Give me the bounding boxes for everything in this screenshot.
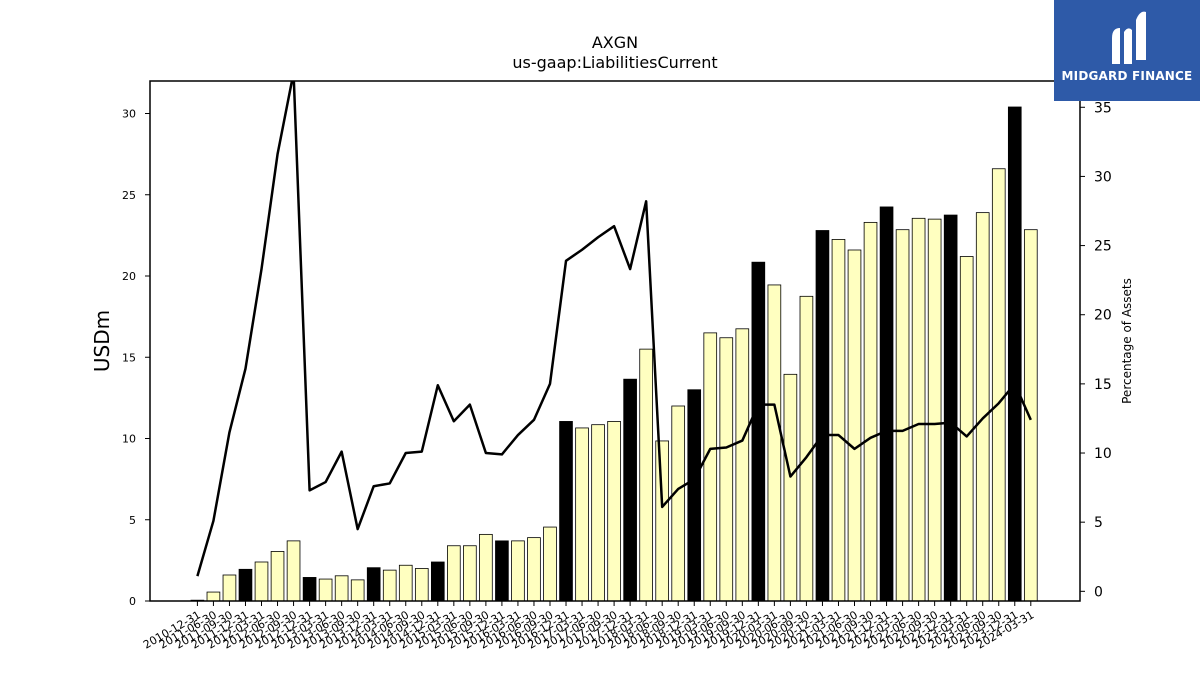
- bar-2012-06-30: [270, 551, 285, 602]
- bar-2023-06-30: [975, 212, 990, 602]
- y-tick-label: 15: [122, 351, 136, 364]
- bar-2016-12-31: [559, 421, 573, 602]
- bar-2020-06-30: [783, 373, 798, 602]
- right-axis: 0 5 10 15 20 25 30 35: [1080, 100, 1112, 600]
- bar-2014-03-31: [382, 569, 397, 602]
- bar-2024-03-31: [1023, 229, 1038, 602]
- bar-2013-09-30: [350, 579, 365, 602]
- bar-2019-12-31: [751, 261, 766, 602]
- y-axis-label: USDm: [90, 310, 114, 372]
- bar-2021-09-30: [863, 221, 878, 602]
- bar-2016-06-30: [527, 537, 541, 602]
- bar-2019-09-30: [735, 328, 750, 602]
- y-right-tick-label: 0: [1094, 584, 1103, 600]
- bar-2013-06-30: [334, 575, 349, 602]
- bar-2017-03-31: [575, 427, 589, 602]
- bar-2012-12-31: [302, 577, 317, 602]
- bar-2012-09-30: [286, 540, 301, 602]
- bar-2021-03-31: [831, 239, 846, 602]
- y-right-tick-label: 35: [1094, 100, 1112, 116]
- y-right-tick-label: 5: [1094, 515, 1103, 531]
- bar-2016-03-31: [511, 540, 525, 602]
- bar-2015-06-30: [463, 545, 477, 602]
- y-right-tick-label: 15: [1094, 377, 1112, 393]
- y-tick-label: 25: [122, 189, 136, 202]
- bar-2014-09-30: [414, 568, 429, 602]
- bar-2020-12-31: [815, 230, 830, 602]
- chart-title: AXGN: [592, 33, 638, 52]
- bar-2020-03-31: [767, 284, 782, 602]
- bar-2018-09-30: [671, 405, 686, 602]
- chart-subtitle: us-gaap:LiabilitiesCurrent: [512, 53, 717, 72]
- bar-2017-06-30: [591, 424, 605, 602]
- bar-2011-06-30: [206, 591, 221, 602]
- bars-layer: [190, 106, 1038, 602]
- bar-2022-12-31: [943, 214, 958, 602]
- percentage-of-assets-line: [196, 81, 1032, 577]
- y-axis-right-label: Percentage of Assets: [1120, 278, 1134, 404]
- bar-2021-06-30: [847, 249, 862, 602]
- y-right-tick-label: 25: [1094, 239, 1112, 255]
- bar-2021-12-31: [879, 206, 894, 602]
- bar-2016-09-30: [543, 526, 557, 602]
- y-right-tick-label: 30: [1094, 169, 1112, 185]
- bar-2019-03-31: [703, 332, 718, 602]
- bar-2013-12-31: [366, 567, 381, 602]
- bar-2011-09-30: [222, 574, 237, 602]
- y-tick-label: 5: [129, 514, 136, 527]
- bar-2014-12-31: [430, 561, 445, 602]
- line-layer: [196, 81, 1032, 577]
- bar-2022-06-30: [911, 217, 926, 602]
- bar-2017-09-30: [607, 421, 621, 602]
- bar-2018-06-30: [655, 440, 669, 602]
- bar-2013-03-31: [318, 578, 333, 602]
- y-tick-label: 30: [122, 108, 136, 121]
- bar-2018-12-31: [687, 389, 702, 602]
- y-tick-label: 0: [129, 595, 136, 608]
- bar-2022-03-31: [895, 229, 910, 602]
- bar-2022-09-30: [927, 218, 942, 602]
- brand-mark-icon: [1112, 11, 1146, 64]
- bar-2011-12-31: [238, 568, 253, 602]
- bar-2019-06-30: [719, 337, 734, 602]
- bar-2023-03-31: [959, 256, 974, 602]
- bar-2014-06-30: [398, 564, 413, 602]
- bar-2015-09-30: [479, 533, 493, 602]
- bar-2017-12-31: [623, 378, 637, 602]
- bar-2015-12-31: [495, 540, 509, 602]
- bar-2020-09-30: [799, 295, 814, 602]
- brand-logo: MIDGARD FINANCE: [1054, 0, 1200, 101]
- x-axis: 2010-12-312011-06-302011-09-302011-12-31…: [141, 601, 1036, 652]
- brand-name: MIDGARD FINANCE: [1061, 69, 1193, 83]
- bar-2023-12-31: [1007, 106, 1022, 602]
- y-right-tick-label: 20: [1094, 308, 1112, 324]
- y-right-tick-label: 10: [1094, 446, 1112, 462]
- bar-2012-03-31: [254, 561, 269, 602]
- bar-2015-03-31: [447, 545, 461, 602]
- bar-2018-03-31: [639, 348, 653, 602]
- y-tick-label: 20: [122, 270, 136, 283]
- plot-frame: [149, 80, 1081, 602]
- bar-2023-09-30: [991, 168, 1006, 602]
- left-axis: 0 5 10 15 20 25 30: [122, 108, 150, 608]
- y-tick-label: 10: [122, 433, 136, 446]
